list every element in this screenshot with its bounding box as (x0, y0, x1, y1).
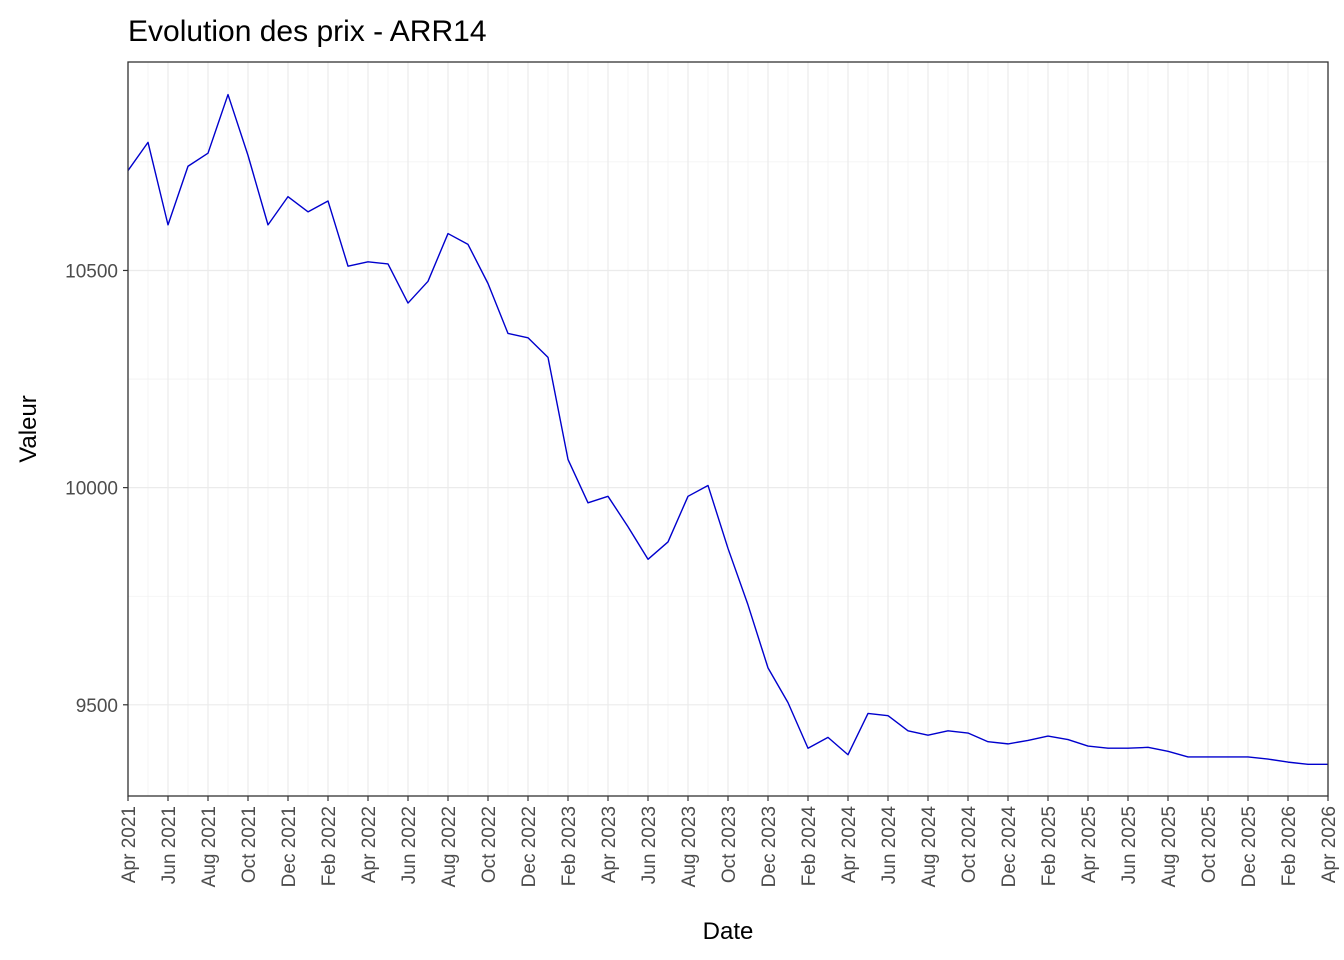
series-layer (127, 93, 1328, 765)
x-tick-label: Aug 2024 (919, 806, 940, 888)
x-tick-label: Dec 2023 (759, 806, 780, 887)
x-tick-label: Dec 2024 (999, 806, 1020, 888)
x-tick-label: Dec 2025 (1239, 806, 1260, 887)
x-tick-label: Aug 2025 (1159, 806, 1180, 887)
x-tick-label: Aug 2021 (199, 806, 220, 887)
x-tick-label: Jun 2023 (639, 806, 660, 884)
x-tick-label: Jun 2025 (1119, 806, 1140, 884)
y-tick-label: 10500 (65, 261, 118, 282)
x-tick-label: Feb 2023 (559, 806, 580, 886)
x-tick-label: Dec 2021 (279, 806, 300, 887)
x-tick-label: Jun 2022 (399, 806, 420, 884)
x-tick-label: Apr 2025 (1079, 806, 1100, 883)
x-tick-label: Apr 2026 (1319, 806, 1340, 883)
x-tick-label: Jun 2021 (159, 806, 180, 884)
x-tick-label: Feb 2024 (799, 806, 820, 887)
x-tick-label: Apr 2022 (359, 806, 380, 883)
chart-title: Evolution des prix - ARR14 (128, 15, 487, 48)
x-tick-label: Feb 2026 (1279, 806, 1300, 886)
y-tick-label: 9500 (76, 696, 118, 717)
x-tick-label: Oct 2022 (479, 806, 500, 883)
x-tick-label: Apr 2024 (839, 806, 860, 884)
x-tick-label: Dec 2022 (519, 806, 540, 887)
x-tick-label: Oct 2024 (959, 806, 980, 884)
x-axis-title: Date (703, 918, 754, 945)
y-tick-label: 10000 (65, 479, 118, 500)
x-tick-label: Aug 2023 (679, 806, 700, 887)
x-tick-label: Feb 2022 (319, 806, 340, 886)
major-gridlines (127, 62, 1329, 796)
x-tick-label: Aug 2022 (439, 806, 460, 887)
x-tick-label: Apr 2023 (599, 806, 620, 883)
y-axis: 9500 10000 10500 (65, 261, 128, 717)
x-tick-label: Jun 2024 (879, 806, 900, 885)
y-axis-title: Valeur (15, 395, 42, 463)
x-axis: Apr 2021 Jun 2021 Aug 2021 Oct 2021 Dec 2021… (119, 796, 1340, 887)
x-tick-label: Feb 2025 (1039, 806, 1060, 886)
x-tick-label: Oct 2023 (719, 806, 740, 883)
x-tick-label: Apr 2021 (119, 806, 140, 883)
x-tick-label: Oct 2025 (1199, 806, 1220, 883)
x-tick-label: Oct 2021 (239, 806, 260, 883)
series-line (127, 93, 1328, 765)
